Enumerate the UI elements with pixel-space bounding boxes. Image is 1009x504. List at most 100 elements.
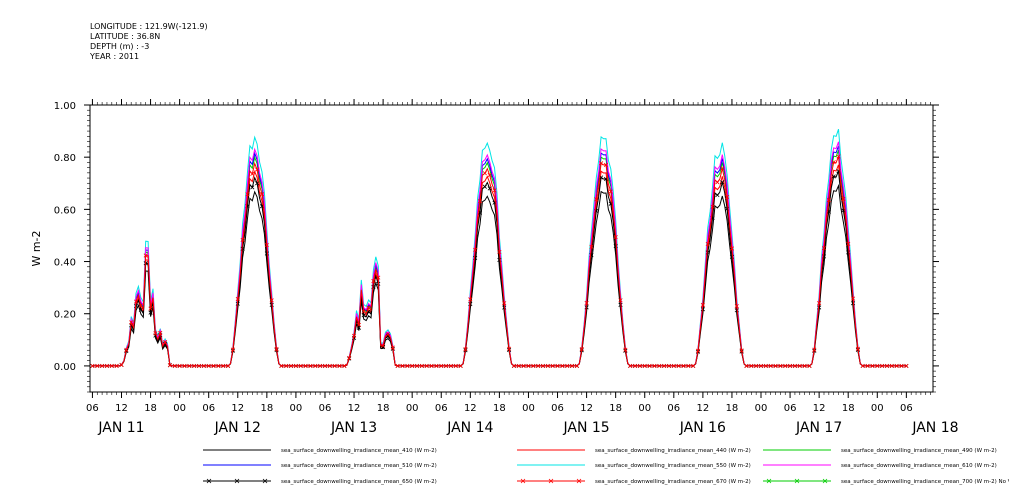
data-point [148, 310, 153, 315]
data-point [477, 199, 483, 204]
data-point [308, 363, 313, 368]
x-tick-label: 12 [231, 403, 244, 414]
data-point [371, 284, 376, 290]
x-tick-label: 06 [202, 403, 215, 414]
data-point [584, 300, 589, 306]
data-point [332, 363, 337, 368]
y-tick-label: 0.60 [54, 205, 76, 216]
data-point [521, 363, 526, 368]
data-point [787, 363, 793, 368]
legend-label: sea_surface_downwelling_irradiance_mean_… [841, 448, 997, 454]
data-point [812, 347, 817, 352]
data-point [327, 363, 332, 368]
data-point [361, 309, 366, 314]
data-point [347, 355, 352, 361]
data-point [448, 363, 454, 368]
x-day-label: JAN 14 [446, 420, 493, 436]
dataset-info: LONGITUDE : 121.9W(-121.9) LATITUDE : 36… [90, 22, 208, 62]
data-point [555, 363, 560, 368]
x-day-label: JAN 11 [97, 420, 144, 436]
data-point [230, 347, 236, 352]
data-point [453, 363, 458, 368]
x-tick-label: 18 [144, 403, 157, 414]
data-point [550, 363, 555, 368]
data-point [691, 363, 696, 368]
data-point [138, 307, 143, 312]
data-point [676, 363, 681, 368]
data-point [831, 174, 836, 179]
data-point [196, 363, 202, 368]
legend-marker [262, 478, 268, 484]
data-point [182, 363, 187, 368]
x-tick-label: 00 [638, 403, 651, 414]
data-point [797, 363, 802, 368]
x-tick-label: 18 [842, 403, 855, 414]
data-point [400, 363, 405, 368]
data-point [351, 333, 357, 338]
x-tick-label: 00 [871, 403, 884, 414]
legend-label: sea_surface_downwelling_irradiance_mean_… [281, 463, 437, 469]
data-point [187, 363, 192, 368]
data-point [754, 363, 759, 368]
legend-marker [766, 478, 772, 484]
data-point [371, 278, 376, 284]
data-point [608, 189, 613, 194]
y-tick-label: 0.80 [54, 153, 76, 164]
data-point [875, 363, 880, 368]
data-point [293, 363, 298, 368]
data-point [807, 363, 812, 368]
data-point [468, 297, 473, 302]
data-point [880, 363, 885, 368]
x-tick-label: 18 [493, 403, 506, 414]
data-point [836, 154, 841, 159]
data-point [637, 363, 642, 368]
data-point [720, 166, 725, 171]
data-point [744, 363, 749, 368]
data-point [589, 244, 594, 249]
data-point [705, 241, 710, 247]
data-point [114, 363, 119, 368]
data-point [579, 347, 584, 352]
data-point [729, 246, 735, 251]
data-point [172, 363, 177, 368]
data-point [269, 298, 274, 303]
data-point [855, 346, 860, 351]
data-point [90, 363, 95, 368]
data-point [710, 204, 715, 209]
legend-label: sea_surface_downwelling_irradiance_mean_… [281, 448, 437, 454]
data-point [715, 180, 720, 185]
data-point [337, 363, 342, 368]
data-point [904, 363, 909, 368]
data-point [642, 363, 647, 368]
series-line [92, 183, 907, 367]
data-point [889, 363, 894, 368]
data-point [163, 340, 168, 345]
data-point [410, 363, 415, 368]
data-point [647, 363, 652, 368]
data-point [894, 363, 899, 368]
data-point [506, 346, 512, 351]
data-point [444, 363, 449, 368]
data-point [763, 363, 768, 368]
data-point [100, 363, 105, 368]
data-point [148, 306, 153, 311]
data-point [540, 363, 546, 368]
x-tick-label: 06 [319, 403, 332, 414]
plot-frame [89, 104, 934, 393]
data-point [366, 305, 371, 310]
y-axis-label: W m-2 [30, 230, 43, 266]
x-day-label: JAN 12 [214, 420, 261, 436]
legend-marker [234, 478, 240, 484]
data-point [211, 363, 216, 368]
data-point [342, 363, 347, 368]
data-point [109, 363, 114, 368]
data-point [385, 331, 391, 337]
x-tick-label: 18 [609, 403, 622, 414]
data-point [221, 363, 226, 368]
x-tick-label: 00 [173, 403, 186, 414]
data-point [482, 184, 487, 189]
x-tick-label: 06 [784, 403, 797, 414]
data-point [245, 192, 250, 197]
x-tick-label: 06 [551, 403, 564, 414]
